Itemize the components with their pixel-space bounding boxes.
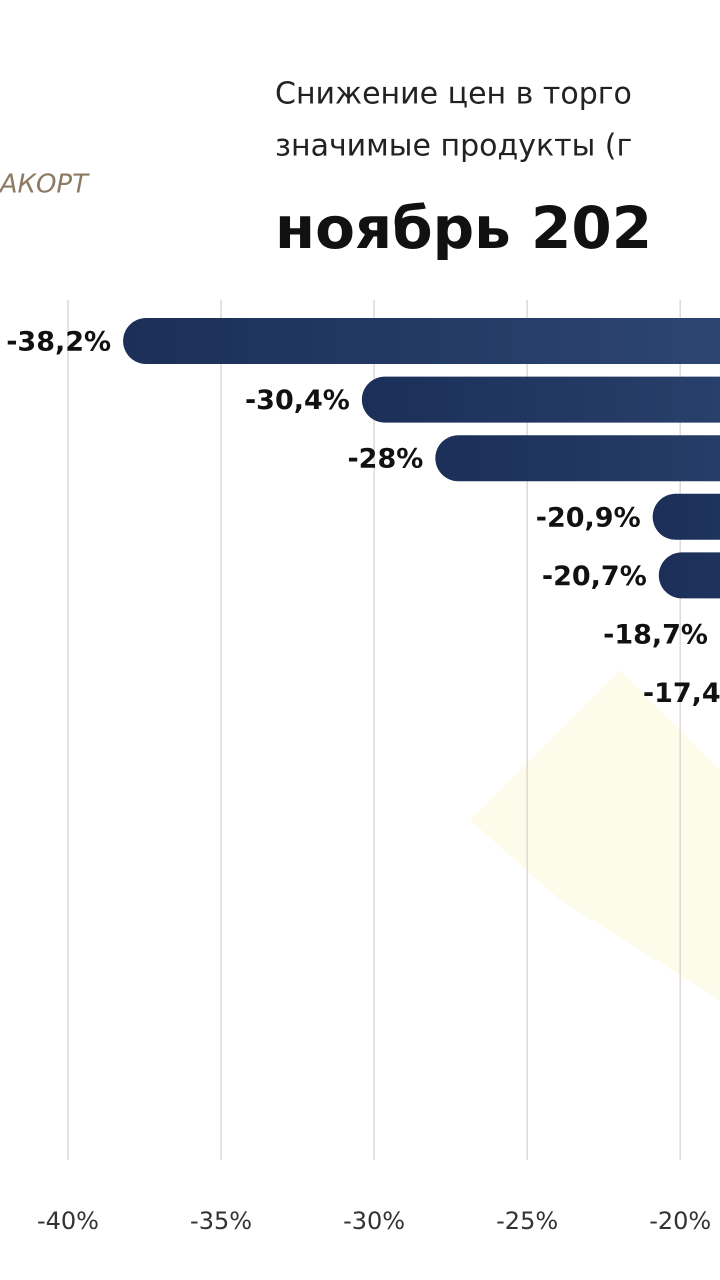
x-tick-label: -30% [343, 1207, 405, 1235]
bar [658, 552, 720, 599]
x-tick-label: -25% [496, 1207, 558, 1235]
value-label: -18,7% [603, 620, 708, 651]
x-tick-label: -40% [37, 1207, 99, 1235]
period: ноябрь 202 [275, 194, 652, 262]
value-label: -30,4% [245, 385, 350, 416]
value-label: -17,4% [643, 678, 720, 709]
brand: АКОРТ [0, 170, 90, 200]
bar [652, 493, 720, 540]
decoration [470, 670, 720, 1000]
x-tick-label: -20% [649, 1207, 711, 1235]
x-tick-label: -35% [190, 1207, 252, 1235]
bar [435, 435, 720, 482]
chart-subtitle: значимые продукты (г [275, 129, 632, 164]
value-label: -20,9% [536, 502, 641, 533]
bar [361, 376, 720, 423]
chart-title: Снижение цен в торго [275, 77, 632, 112]
value-label: -20,7% [542, 561, 647, 592]
value-label: -38,2% [6, 327, 111, 358]
value-label: -28% [347, 444, 423, 475]
bar [123, 318, 720, 364]
